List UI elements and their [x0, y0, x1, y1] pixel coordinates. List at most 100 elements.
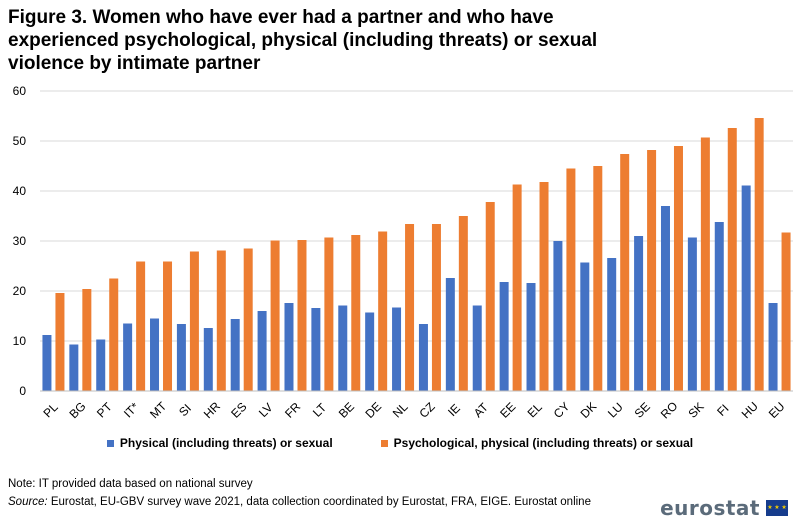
- x-axis-ticks: PL BG PT IT* MT SI HR ES LV FR LT BE DE NL CZ IE AT EE EL C…: [40, 399, 787, 422]
- bar-physical-PT: [96, 339, 106, 391]
- bar-physical-IE: [445, 278, 455, 391]
- bar-physical-HU: [741, 185, 751, 391]
- legend-swatch-physical: [106, 439, 114, 447]
- bar-psychological-DK: [593, 166, 603, 391]
- bar-physical-PL: [42, 335, 52, 391]
- bar-psychological-SE: [647, 150, 657, 391]
- x-tick-label: AT: [471, 400, 492, 421]
- bar-psychological-EU: [781, 232, 791, 391]
- legend-label-physical: Physical (including threats) or sexual: [119, 436, 333, 450]
- x-tick-label: FR: [282, 399, 303, 420]
- bar-psychological-ES: [243, 248, 253, 391]
- y-tick-label: 0: [19, 384, 26, 398]
- x-tick-label: PL: [40, 400, 61, 421]
- bar-psychological-LT: [324, 237, 334, 391]
- source-text: Eurostat, EU-GBV survey wave 2021, data …: [47, 496, 591, 508]
- bar-physical-CZ: [418, 324, 428, 391]
- x-tick-label: PT: [94, 399, 115, 420]
- x-tick-label: IE: [445, 401, 463, 419]
- bar-psychological-EE: [512, 184, 522, 391]
- bar-psychological-FI: [727, 128, 737, 391]
- bar-psychological-LV: [270, 240, 280, 391]
- bar-psychological-CZ: [431, 224, 441, 391]
- x-tick-label: BG: [66, 399, 88, 421]
- bar-psychological-SK: [700, 137, 710, 391]
- bar-physical-LV: [257, 311, 267, 391]
- bar-psychological-NL: [405, 224, 415, 391]
- y-tick-label: 50: [13, 134, 27, 148]
- bar-physical-DE: [365, 312, 375, 391]
- bar-physical-EL: [526, 283, 536, 391]
- x-tick-label: HU: [739, 399, 761, 421]
- bar-psychological-SI: [189, 251, 199, 391]
- bar-physical-EE: [499, 282, 509, 391]
- legend-item-psychological: Psychological, physical (including threa…: [380, 436, 694, 450]
- x-tick-label: DK: [578, 399, 600, 421]
- chart-title: Figure 3. Women who have ever had a part…: [8, 7, 598, 74]
- bar-physical-FI: [714, 222, 724, 391]
- bar-physical-IT: [123, 323, 133, 391]
- chart-legend: Physical (including threats) or sexual P…: [0, 436, 800, 450]
- bar-physical-SK: [687, 237, 697, 391]
- bar-psychological-EL: [539, 182, 549, 391]
- x-tick-label: SK: [685, 400, 706, 421]
- bar-physical-FR: [284, 303, 294, 391]
- bars: [42, 118, 791, 391]
- y-tick-label: 40: [13, 184, 27, 198]
- x-tick-label: NL: [390, 400, 411, 421]
- y-tick-label: 20: [13, 284, 27, 298]
- x-tick-label: CZ: [417, 400, 438, 421]
- eurostat-logo: eurostat ★ ★ ★: [660, 496, 788, 520]
- bar-physical-LT: [311, 308, 321, 391]
- bar-physical-CY: [553, 241, 563, 391]
- bar-physical-LU: [607, 258, 617, 391]
- bar-physical-ES: [230, 319, 240, 391]
- x-tick-label: SE: [632, 400, 653, 421]
- bar-physical-AT: [472, 305, 482, 391]
- eurostat-logo-text: eurostat: [660, 496, 760, 520]
- x-tick-label: MT: [147, 399, 170, 422]
- x-tick-label: LU: [605, 400, 626, 421]
- x-tick-label: RO: [658, 399, 681, 422]
- chart-note: Note: IT provided data based on national…: [8, 478, 253, 490]
- bar-psychological-MT: [163, 261, 173, 391]
- eu-flag-icon: ★ ★ ★: [766, 500, 788, 516]
- bar-physical-MT: [150, 318, 160, 391]
- bar-psychological-RO: [673, 146, 683, 391]
- bar-physical-NL: [392, 307, 402, 391]
- y-tick-label: 30: [13, 234, 27, 248]
- bar-physical-RO: [660, 206, 670, 391]
- bar-psychological-LU: [620, 154, 630, 391]
- bar-physical-DK: [580, 262, 590, 391]
- x-tick-label: EE: [497, 400, 518, 421]
- x-tick-label: EU: [766, 399, 788, 421]
- legend-label-psychological: Psychological, physical (including threa…: [393, 436, 694, 450]
- legend-item-physical: Physical (including threats) or sexual: [106, 436, 333, 450]
- x-tick-label: DE: [362, 399, 384, 421]
- y-tick-label: 10: [13, 334, 27, 348]
- bar-psychological-IE: [458, 216, 468, 391]
- bar-psychological-IT: [136, 261, 146, 391]
- bar-psychological-BE: [351, 235, 361, 391]
- x-tick-label: FI: [714, 401, 731, 418]
- x-tick-label: LV: [256, 400, 276, 420]
- bar-physical-HR: [203, 328, 213, 391]
- x-tick-label: BE: [336, 400, 357, 421]
- bar-psychological-PL: [55, 293, 65, 391]
- bar-physical-BE: [338, 305, 348, 391]
- bar-psychological-HR: [216, 250, 226, 391]
- bar-psychological-CY: [566, 168, 576, 391]
- x-tick-label: LT: [310, 400, 330, 420]
- chart-source: Source: Eurostat, EU-GBV survey wave 202…: [8, 496, 591, 508]
- y-axis-ticks: 0 10 20 30 40 50 60: [13, 84, 27, 398]
- bar-psychological-AT: [485, 202, 495, 391]
- bar-physical-EU: [768, 303, 778, 391]
- bar-physical-BG: [69, 344, 79, 391]
- y-tick-label: 60: [13, 84, 27, 98]
- legend-swatch-psychological: [380, 439, 388, 447]
- x-tick-label: SI: [176, 401, 194, 419]
- x-tick-label: HR: [201, 399, 223, 421]
- bar-psychological-BG: [82, 289, 92, 391]
- bar-psychological-HU: [754, 118, 764, 391]
